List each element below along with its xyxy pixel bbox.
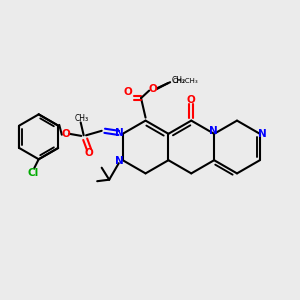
Text: CH₃: CH₃ bbox=[74, 114, 88, 123]
Text: CH₂: CH₂ bbox=[172, 76, 186, 85]
Text: N: N bbox=[258, 129, 267, 139]
Text: CH₂CH₃: CH₂CH₃ bbox=[172, 78, 198, 84]
Text: O: O bbox=[85, 148, 94, 158]
Text: O: O bbox=[123, 87, 132, 97]
Text: O: O bbox=[61, 129, 70, 139]
Text: N: N bbox=[115, 156, 124, 166]
Text: O: O bbox=[187, 95, 196, 105]
Text: Cl: Cl bbox=[28, 168, 39, 178]
Text: N: N bbox=[115, 128, 124, 138]
Text: O: O bbox=[149, 84, 158, 94]
Text: N: N bbox=[209, 126, 218, 136]
